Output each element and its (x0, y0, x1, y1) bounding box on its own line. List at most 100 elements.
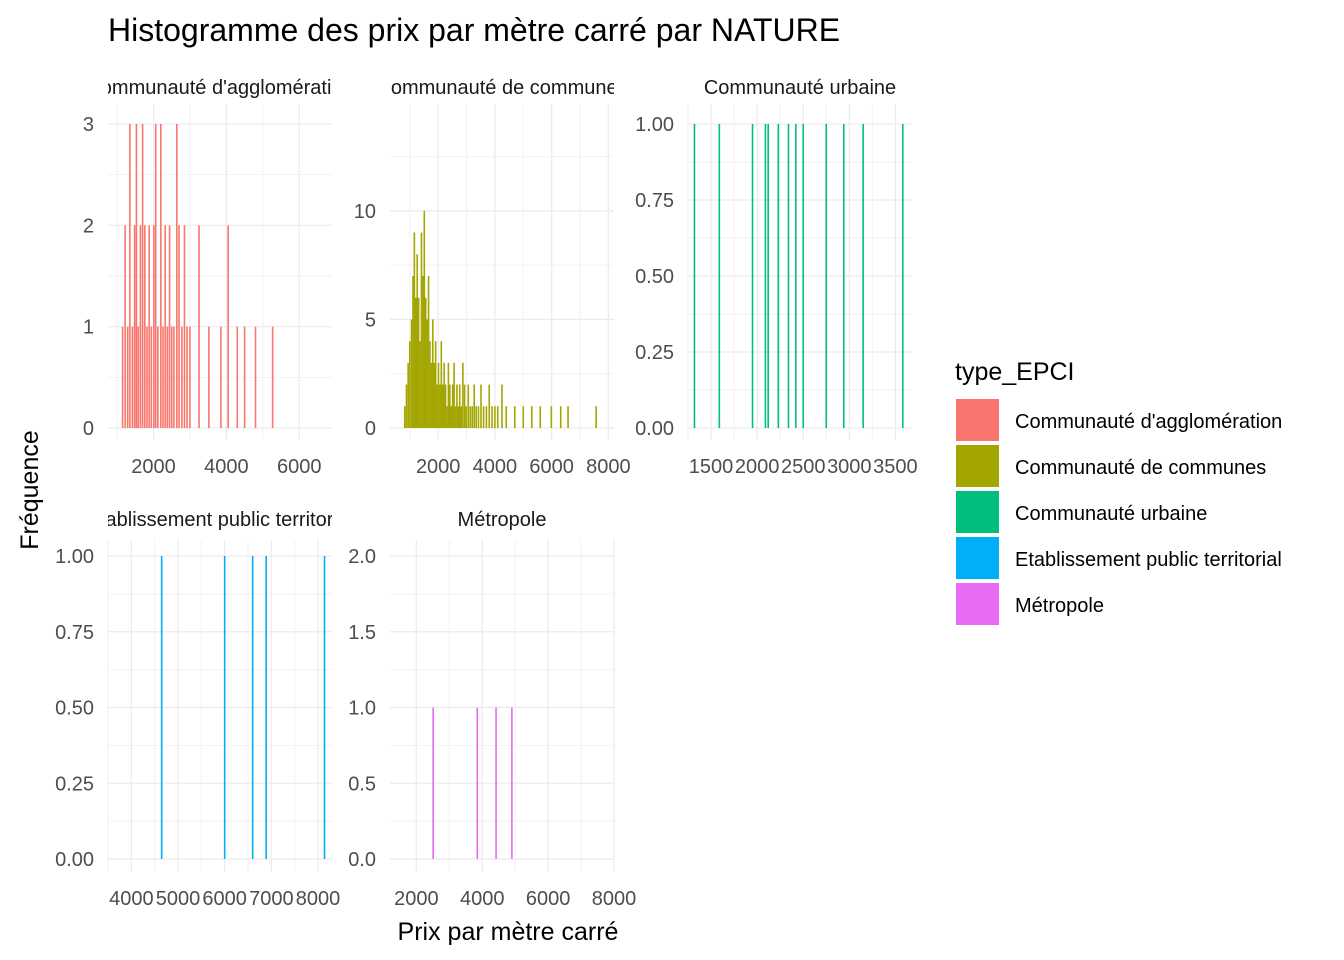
legend-label: Communauté de communes (1015, 457, 1266, 479)
histogram-bar (146, 326, 148, 428)
histogram-bar (764, 124, 767, 428)
histogram-bar (162, 326, 164, 428)
facet-strip-title: Communauté de communes (376, 77, 627, 99)
histogram-bar (129, 124, 131, 428)
histogram-bar (693, 124, 696, 428)
histogram-bar (439, 384, 441, 428)
histogram-bar (427, 276, 430, 428)
histogram-bar (271, 326, 274, 428)
histogram-bar (419, 341, 421, 428)
bars (160, 556, 326, 859)
histogram-bar (436, 384, 438, 428)
x-tick-label: 6000 (526, 888, 571, 910)
histogram-bar (718, 124, 721, 428)
histogram-bar (157, 326, 159, 428)
histogram-bar (433, 362, 436, 428)
bars (693, 124, 904, 428)
histogram-bar (153, 225, 155, 428)
x-tick-label: 2000 (735, 456, 780, 478)
histogram-bar (530, 406, 533, 428)
x-tick-label: 2500 (781, 456, 826, 478)
legend-item: Communauté d'agglomération (956, 399, 1282, 441)
bars (403, 210, 597, 428)
x-tick-label: 2000 (394, 888, 439, 910)
legend-item: Communauté de communes (956, 445, 1266, 487)
histogram-bar (143, 225, 146, 428)
y-axis-title: Fréquence (16, 430, 44, 550)
x-tick-label: 4000 (109, 888, 154, 910)
histogram-bar (488, 384, 491, 428)
histogram-bar (181, 326, 183, 428)
histogram-bar (787, 124, 790, 428)
histogram-bar (482, 406, 485, 428)
histogram-bar (405, 384, 408, 428)
histogram-bar (559, 406, 562, 428)
histogram-bar (475, 406, 477, 428)
facet-strip-title: Communauté urbaine (704, 77, 896, 99)
histogram-bar (491, 406, 493, 428)
grid (107, 540, 332, 872)
histogram-bar (842, 124, 845, 428)
legend-swatch (956, 583, 999, 625)
x-tick-label: 2000 (416, 456, 461, 478)
histogram-bar (441, 384, 444, 428)
legend-item: Métropole (956, 583, 1104, 625)
grid (108, 104, 332, 440)
histogram-bar (420, 232, 423, 428)
histogram-bar (227, 225, 229, 428)
facet-panel: Communauté urbaine 0.00 0.25 0.50 0.75 1.00 15… (635, 77, 918, 478)
histogram-bar (447, 362, 450, 428)
histogram-bar (467, 384, 470, 428)
histogram-bar (462, 362, 464, 428)
histogram-bar (150, 326, 153, 428)
y-tick-label: 0.50 (635, 266, 674, 288)
legend-item: Etablissement public territorial (956, 537, 1282, 579)
histogram-bar (453, 362, 455, 428)
histogram-bar (437, 362, 440, 428)
histogram-bar (160, 124, 162, 428)
histogram-bar (463, 384, 466, 428)
histogram-bar (178, 225, 180, 428)
y-tick-label: 0.5 (348, 773, 376, 795)
histogram-bar (208, 326, 210, 428)
legend: type_EPCI Communauté d'agglomérationComm… (955, 358, 1282, 625)
y-tick-label: 2 (83, 215, 94, 237)
facet-panels: Communauté d'agglomération 0 1 2 3 2000 4000 60… (55, 77, 918, 910)
histogram-bar (139, 225, 142, 428)
histogram-bar (454, 406, 457, 428)
histogram-bar (254, 326, 257, 428)
legend-swatch (956, 491, 999, 533)
legend-label: Communauté d'agglomération (1015, 411, 1282, 433)
histogram-bar (449, 384, 451, 428)
histogram-bar (141, 124, 144, 428)
histogram-bar (485, 406, 488, 428)
histogram-bar (450, 406, 453, 428)
histogram-bar (465, 406, 468, 428)
histogram-bar (416, 254, 419, 428)
x-tick-label: 1500 (689, 456, 734, 478)
histogram-bar (511, 707, 513, 859)
histogram-bar (550, 406, 553, 428)
histogram-bar (539, 406, 542, 428)
histogram-bar (501, 384, 503, 428)
histogram-bar (137, 326, 140, 428)
histogram-bar (223, 556, 226, 859)
histogram-bar (426, 319, 428, 428)
histogram-bar (124, 225, 126, 428)
histogram-bar (862, 124, 864, 428)
histogram-bar (443, 362, 445, 428)
x-axis-title: Prix par mètre carré (398, 918, 619, 946)
facet-strip-title: Communauté d'agglomération (86, 77, 353, 99)
histogram-bar (407, 362, 409, 428)
y-tick-label: 1.0 (348, 698, 376, 720)
histogram-bar (173, 326, 175, 428)
x-tick-label: 5000 (156, 888, 201, 910)
bars (432, 707, 513, 859)
histogram-bar (457, 406, 460, 428)
x-tick-label: 7000 (249, 888, 294, 910)
bars (121, 124, 274, 428)
legend-label: Métropole (1015, 595, 1104, 617)
facet-panel: Communauté d'agglomération 0 1 2 3 2000 4000 60… (83, 77, 353, 478)
y-tick-label: 1 (83, 317, 94, 339)
